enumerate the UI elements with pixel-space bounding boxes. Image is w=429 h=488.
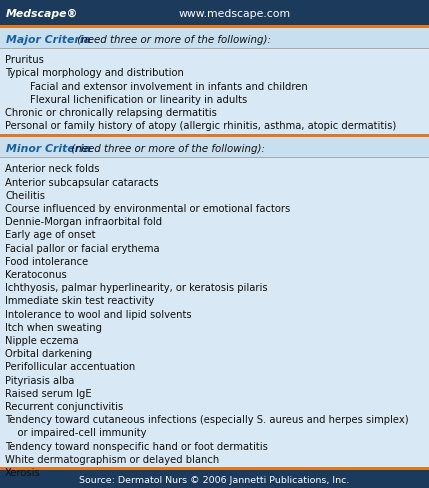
Text: Intolerance to wool and lipid solvents: Intolerance to wool and lipid solvents [5, 309, 192, 319]
Bar [0, 26, 429, 29]
Text: Immediate skin test reactivity: Immediate skin test reactivity [5, 296, 154, 306]
Text: Orbital darkening: Orbital darkening [5, 348, 92, 359]
Text: Anterior neck folds: Anterior neck folds [5, 164, 100, 174]
Text: Medscape®: Medscape® [6, 9, 79, 19]
Text: Keratoconus: Keratoconus [5, 269, 67, 280]
Text: Typical morphology and distribution: Typical morphology and distribution [5, 68, 184, 78]
Text: Pityriasis alba: Pityriasis alba [5, 375, 74, 385]
Text: Nipple eczema: Nipple eczema [5, 335, 79, 346]
Text: Chronic or chronically relapsing dermatitis: Chronic or chronically relapsing dermati… [5, 108, 217, 118]
Text: www.medscape.com: www.medscape.com [178, 9, 290, 19]
Bar [0, 470, 429, 488]
Bar [0, 29, 429, 49]
Text: Xerosis: Xerosis [5, 467, 41, 477]
Text: (need three or more of the following):: (need three or more of the following): [68, 144, 265, 154]
Bar [0, 135, 429, 138]
Text: Raised serum IgE: Raised serum IgE [5, 388, 92, 398]
Bar [0, 0, 429, 26]
Text: (need three or more of the following):: (need three or more of the following): [74, 35, 271, 45]
Text: Facial and extensor involvement in infants and children: Facial and extensor involvement in infan… [5, 81, 308, 91]
Text: Anterior subcapsular cataracts: Anterior subcapsular cataracts [5, 177, 159, 187]
Text: Flexural lichenification or linearity in adults: Flexural lichenification or linearity in… [5, 95, 247, 104]
Bar [0, 158, 429, 159]
Text: Major Criteria: Major Criteria [6, 35, 91, 45]
Text: Personal or family history of atopy (allergic rhinitis, asthma, atopic dermatiti: Personal or family history of atopy (all… [5, 121, 396, 131]
Text: Ichthyosis, palmar hyperlinearity, or keratosis pilaris: Ichthyosis, palmar hyperlinearity, or ke… [5, 283, 268, 293]
Text: Early age of onset: Early age of onset [5, 230, 96, 240]
Text: Facial pallor or facial erythema: Facial pallor or facial erythema [5, 243, 160, 253]
Text: Tendency toward nonspecific hand or foot dermatitis: Tendency toward nonspecific hand or foot… [5, 441, 268, 451]
Text: Tendency toward cutaneous infections (especially S. aureus and herpes simplex): Tendency toward cutaneous infections (es… [5, 414, 409, 425]
Text: Food intolerance: Food intolerance [5, 256, 88, 266]
Text: White dermatographism or delayed blanch: White dermatographism or delayed blanch [5, 454, 219, 464]
Bar [0, 138, 429, 158]
Text: Dennie-Morgan infraorbital fold: Dennie-Morgan infraorbital fold [5, 217, 162, 227]
Bar [0, 49, 429, 50]
Bar [0, 467, 429, 470]
Text: Minor Criteria: Minor Criteria [6, 144, 91, 154]
Text: Source: Dermatol Nurs © 2006 Jannetti Publications, Inc.: Source: Dermatol Nurs © 2006 Jannetti Pu… [79, 475, 350, 485]
Text: Recurrent conjunctivitis: Recurrent conjunctivitis [5, 401, 123, 411]
Text: or impaired-cell immunity: or impaired-cell immunity [5, 427, 146, 438]
Text: Course influenced by environmental or emotional factors: Course influenced by environmental or em… [5, 203, 290, 214]
Text: Itch when sweating: Itch when sweating [5, 322, 102, 332]
Text: Perifollicular accentuation: Perifollicular accentuation [5, 362, 135, 372]
Text: Cheilitis: Cheilitis [5, 190, 45, 201]
Text: Pruritus: Pruritus [5, 55, 44, 65]
